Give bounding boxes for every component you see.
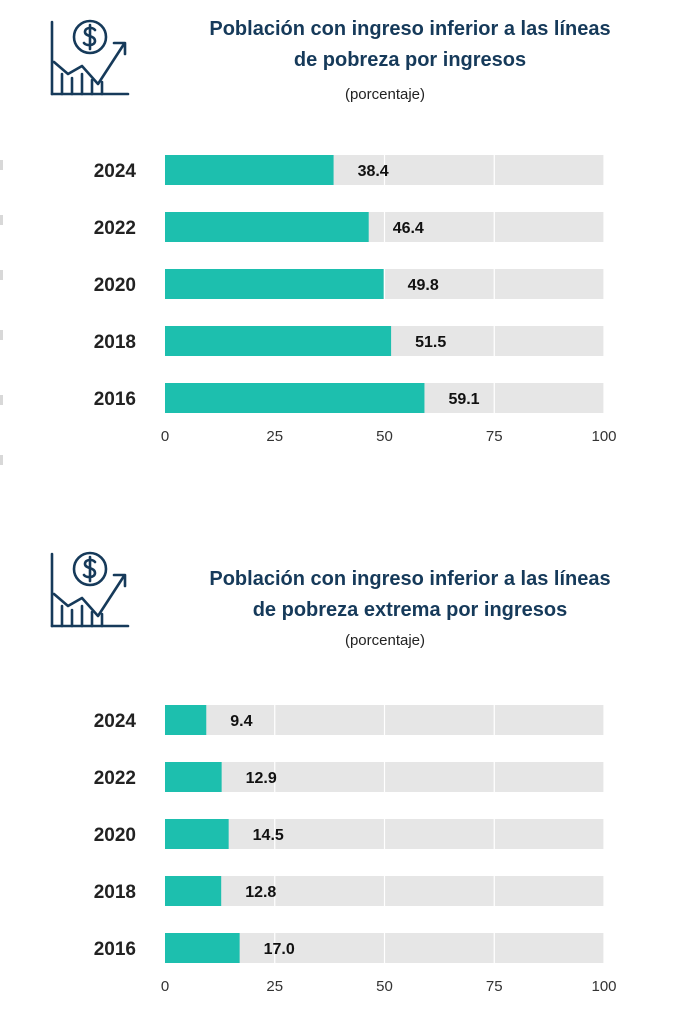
bar: [165, 383, 425, 413]
bar: [165, 876, 222, 906]
chart-title: Población con ingreso inferior a las lín…: [140, 14, 680, 76]
tick-label: 0: [161, 978, 169, 995]
category-label: 2020: [94, 825, 136, 846]
tick-label: 75: [486, 428, 503, 445]
chart-title-line: Población con ingreso inferior a las lín…: [209, 18, 611, 40]
category-label: 2018: [94, 882, 136, 903]
category-label: 2022: [94, 768, 136, 789]
tick-label: 75: [486, 978, 503, 995]
edge-mark: [0, 395, 3, 405]
value-label: 12.8: [245, 884, 276, 901]
bar-chart-extreme-poverty: 2024 9.4 2022 12.9 2020 14.5 2018 12.8 2016 17.0 0…: [94, 700, 617, 995]
value-label: 46.4: [393, 220, 424, 237]
category-label: 2016: [94, 389, 136, 410]
chart-title: Población con ingreso inferior a las lín…: [140, 564, 680, 626]
value-label: 12.9: [246, 770, 277, 787]
value-label: 14.5: [253, 827, 284, 844]
value-label: 49.8: [408, 277, 439, 294]
category-label: 2024: [94, 161, 137, 182]
dollar-growth-chart-icon: [50, 19, 130, 96]
bar: [165, 326, 392, 356]
chart-title-line: Población con ingreso inferior a las lín…: [209, 568, 611, 590]
dollar-growth-chart-icon: [50, 551, 130, 628]
category-label: 2020: [94, 275, 136, 296]
tick-label: 50: [376, 978, 393, 995]
bar: [165, 933, 240, 963]
bar: [165, 819, 229, 849]
tick-label: 50: [376, 428, 393, 445]
chart-panel-extreme-poverty: Población con ingreso inferior a las lín…: [0, 540, 697, 1020]
bar: [165, 212, 369, 242]
value-label: 17.0: [264, 941, 295, 958]
tick-label: 100: [591, 428, 616, 445]
chart-title-line: de pobreza por ingresos: [293, 49, 527, 71]
bar: [165, 705, 207, 735]
category-label: 2018: [94, 332, 136, 353]
edge-mark: [0, 330, 3, 340]
tick-label: 100: [591, 978, 616, 995]
value-label: 51.5: [415, 334, 446, 351]
bar: [165, 762, 222, 792]
category-label: 2016: [94, 939, 136, 960]
tick-label: 0: [161, 428, 169, 445]
value-label: 9.4: [230, 713, 252, 730]
bar: [165, 155, 334, 185]
value-label: 59.1: [448, 391, 479, 408]
edge-mark: [0, 455, 3, 465]
tick-label: 25: [266, 978, 283, 995]
category-label: 2022: [94, 218, 136, 239]
chart-subtitle: (porcentaje): [344, 86, 426, 103]
value-label: 38.4: [358, 163, 389, 180]
bar: [165, 269, 384, 299]
chart-panel-poverty: Población con ingreso inferior a las lín…: [0, 0, 697, 480]
edge-mark: [0, 160, 3, 170]
tick-label: 25: [266, 428, 283, 445]
chart-title-line: de pobreza extrema por ingresos: [252, 599, 568, 621]
edge-mark: [0, 270, 3, 280]
category-label: 2024: [94, 711, 137, 732]
edge-mark: [0, 215, 3, 225]
bar-chart-poverty: 2024 38.4 2022 46.4 2020 49.8 2018 51.5 2016 59.1…: [94, 150, 617, 445]
chart-subtitle: (porcentaje): [344, 632, 426, 649]
